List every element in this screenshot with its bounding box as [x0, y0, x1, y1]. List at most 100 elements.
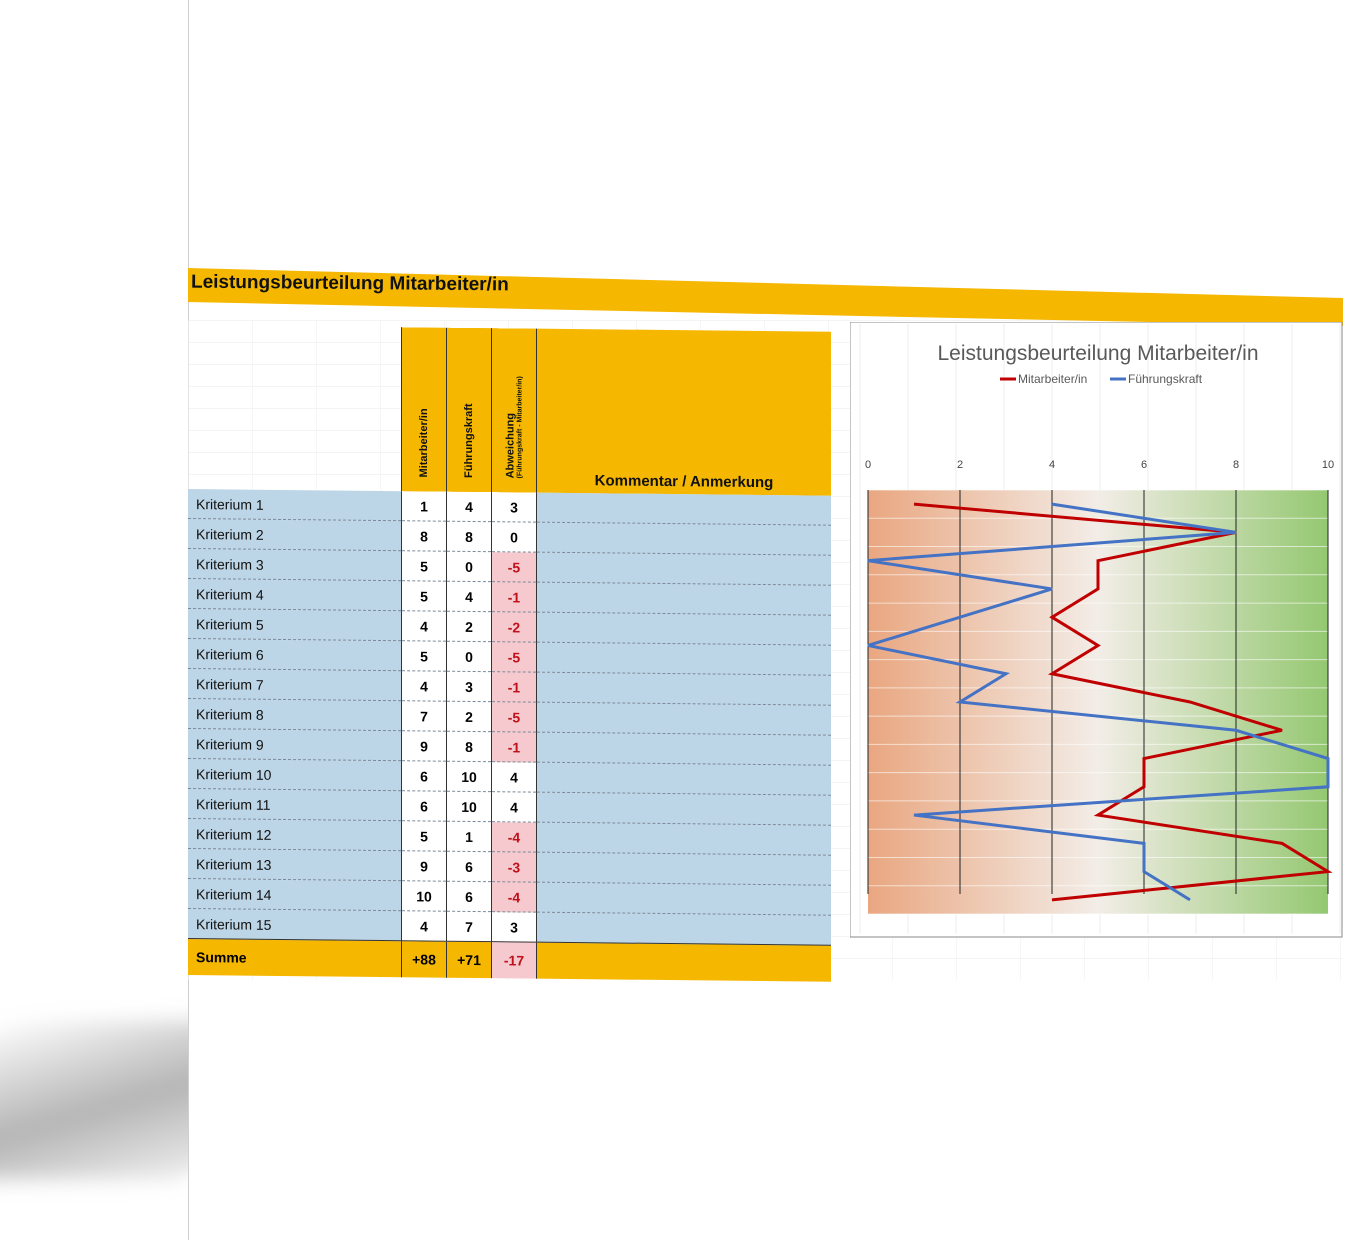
header-abweichung-label: Abweichung: [504, 412, 517, 479]
plot-area: [868, 490, 1328, 914]
value-mitarbeiter: 7: [401, 700, 447, 732]
legend-entry: Mitarbeiter/in: [1018, 372, 1087, 386]
page-title: Leistungsbeurteilung Mitarbeiter/in: [190, 271, 509, 296]
criterion-name: Kriterium 8: [188, 698, 402, 731]
value-fuehrungskraft: 3: [446, 671, 492, 702]
value-abweichung: 3: [491, 492, 537, 523]
x-tick-label: 4: [1049, 459, 1055, 471]
sum-kommentar[interactable]: [536, 942, 831, 982]
series-line: [913, 502, 1333, 902]
value-abweichung: -1: [491, 671, 537, 703]
value-mitarbeiter: 5: [401, 550, 447, 582]
value-mitarbeiter: 4: [401, 610, 447, 642]
sum-mitarbeiter: +88: [401, 940, 447, 978]
criterion-name: Kriterium 9: [188, 728, 402, 761]
header-blank: [188, 325, 402, 491]
sum-row: Summe +88 +71 -17: [188, 938, 831, 982]
value-abweichung: -2: [491, 611, 537, 643]
sum-fuehrungskraft: +71: [446, 941, 492, 979]
value-abweichung: 4: [491, 791, 537, 823]
comment-cell[interactable]: [536, 522, 831, 556]
value-abweichung: -3: [491, 851, 537, 883]
value-fuehrungskraft: 8: [446, 521, 492, 552]
chart-svg: 0 2 4 6 8 10 Leistungsbeurteilung Mitarbeiter…: [849, 321, 1343, 938]
sum-abweichung: -17: [491, 941, 537, 979]
comment-cell[interactable]: [536, 912, 831, 946]
value-fuehrungskraft: 8: [446, 731, 492, 762]
value-fuehrungskraft: 1: [446, 821, 492, 852]
value-mitarbeiter: 5: [401, 820, 447, 852]
value-fuehrungskraft: 7: [446, 911, 492, 942]
value-fuehrungskraft: 6: [446, 851, 492, 882]
header-fuehrungskraft: Führungskraft: [446, 327, 492, 493]
comment-cell[interactable]: [536, 792, 831, 826]
criterion-name: Kriterium 13: [188, 848, 402, 881]
value-mitarbeiter: 9: [401, 730, 447, 762]
value-fuehrungskraft: 0: [446, 641, 492, 672]
value-abweichung: 3: [491, 911, 537, 943]
criterion-name: Kriterium 6: [188, 638, 402, 671]
criterion-name: Kriterium 4: [188, 578, 402, 611]
comment-cell[interactable]: [536, 732, 831, 766]
comment-cell[interactable]: [536, 672, 831, 706]
value-abweichung: -4: [491, 821, 537, 853]
header-abweichung: Abweichung (Führungskraft - Mitarbeiter/i…: [491, 328, 537, 493]
criterion-name: Kriterium 3: [188, 548, 402, 581]
x-tick-label: 2: [957, 459, 963, 471]
value-fuehrungskraft: 4: [446, 581, 492, 612]
chart-container: 0 2 4 6 8 10 Leistungsbeurteilung Mitarbeiter…: [849, 321, 1343, 939]
sum-label: Summe: [188, 938, 402, 978]
value-fuehrungskraft: 2: [446, 611, 492, 642]
table-header-row: Mitarbeiter/in Führungskraft Abweichung(…: [188, 325, 831, 496]
criterion-name: Kriterium 14: [188, 878, 402, 911]
value-mitarbeiter: 6: [401, 760, 447, 792]
comment-cell[interactable]: [536, 882, 831, 916]
value-mitarbeiter: 6: [401, 790, 447, 822]
value-abweichung: 4: [491, 761, 537, 793]
value-mitarbeiter: 9: [401, 850, 447, 882]
criterion-name: Kriterium 12: [188, 818, 402, 851]
comment-cell[interactable]: [536, 492, 831, 526]
criterion-name: Kriterium 15: [188, 908, 402, 941]
value-mitarbeiter: 4: [401, 910, 447, 942]
value-mitarbeiter: 10: [401, 880, 447, 912]
x-tick-label: 0: [865, 459, 871, 471]
value-mitarbeiter: 4: [401, 670, 447, 702]
evaluation-table: Mitarbeiter/in Führungskraft Abweichung(…: [188, 325, 831, 982]
comment-cell[interactable]: [536, 612, 831, 646]
value-abweichung: -1: [491, 731, 537, 763]
value-abweichung: -4: [491, 881, 537, 913]
value-fuehrungskraft: 0: [446, 551, 492, 582]
series-line: [867, 502, 1330, 902]
comment-cell[interactable]: [536, 822, 831, 856]
value-mitarbeiter: 5: [401, 580, 447, 612]
header-mitarbeiter: Mitarbeiter/in: [401, 327, 447, 492]
value-abweichung: 0: [491, 521, 537, 553]
value-abweichung: -5: [491, 641, 537, 673]
value-fuehrungskraft: 10: [446, 761, 492, 792]
comment-cell[interactable]: [536, 552, 831, 586]
value-abweichung: -5: [491, 701, 537, 733]
header-kommentar: Kommentar / Anmerkung: [536, 328, 831, 496]
criterion-name: Kriterium 7: [188, 668, 402, 701]
criterion-name: Kriterium 10: [188, 758, 402, 791]
value-fuehrungskraft: 10: [446, 791, 492, 822]
x-tick-label: 10: [1322, 459, 1334, 471]
legend-entry: Führungskraft: [1128, 372, 1203, 386]
criterion-name: Kriterium 11: [188, 788, 402, 821]
value-mitarbeiter: 5: [401, 640, 447, 672]
chart-title: Leistungsbeurteilung Mitarbeiter/in: [937, 342, 1258, 365]
criterion-name: Kriterium 5: [188, 608, 402, 641]
comment-cell[interactable]: [536, 642, 831, 676]
value-abweichung: -5: [491, 551, 537, 583]
value-abweichung: -1: [491, 581, 537, 613]
value-fuehrungskraft: 2: [446, 701, 492, 732]
value-fuehrungskraft: 4: [446, 491, 492, 522]
comment-cell[interactable]: [536, 852, 831, 886]
value-fuehrungskraft: 6: [446, 881, 492, 912]
comment-cell[interactable]: [536, 582, 831, 616]
criterion-name: Kriterium 2: [188, 518, 402, 551]
value-mitarbeiter: 1: [401, 491, 447, 522]
comment-cell[interactable]: [536, 702, 831, 736]
comment-cell[interactable]: [536, 762, 831, 796]
